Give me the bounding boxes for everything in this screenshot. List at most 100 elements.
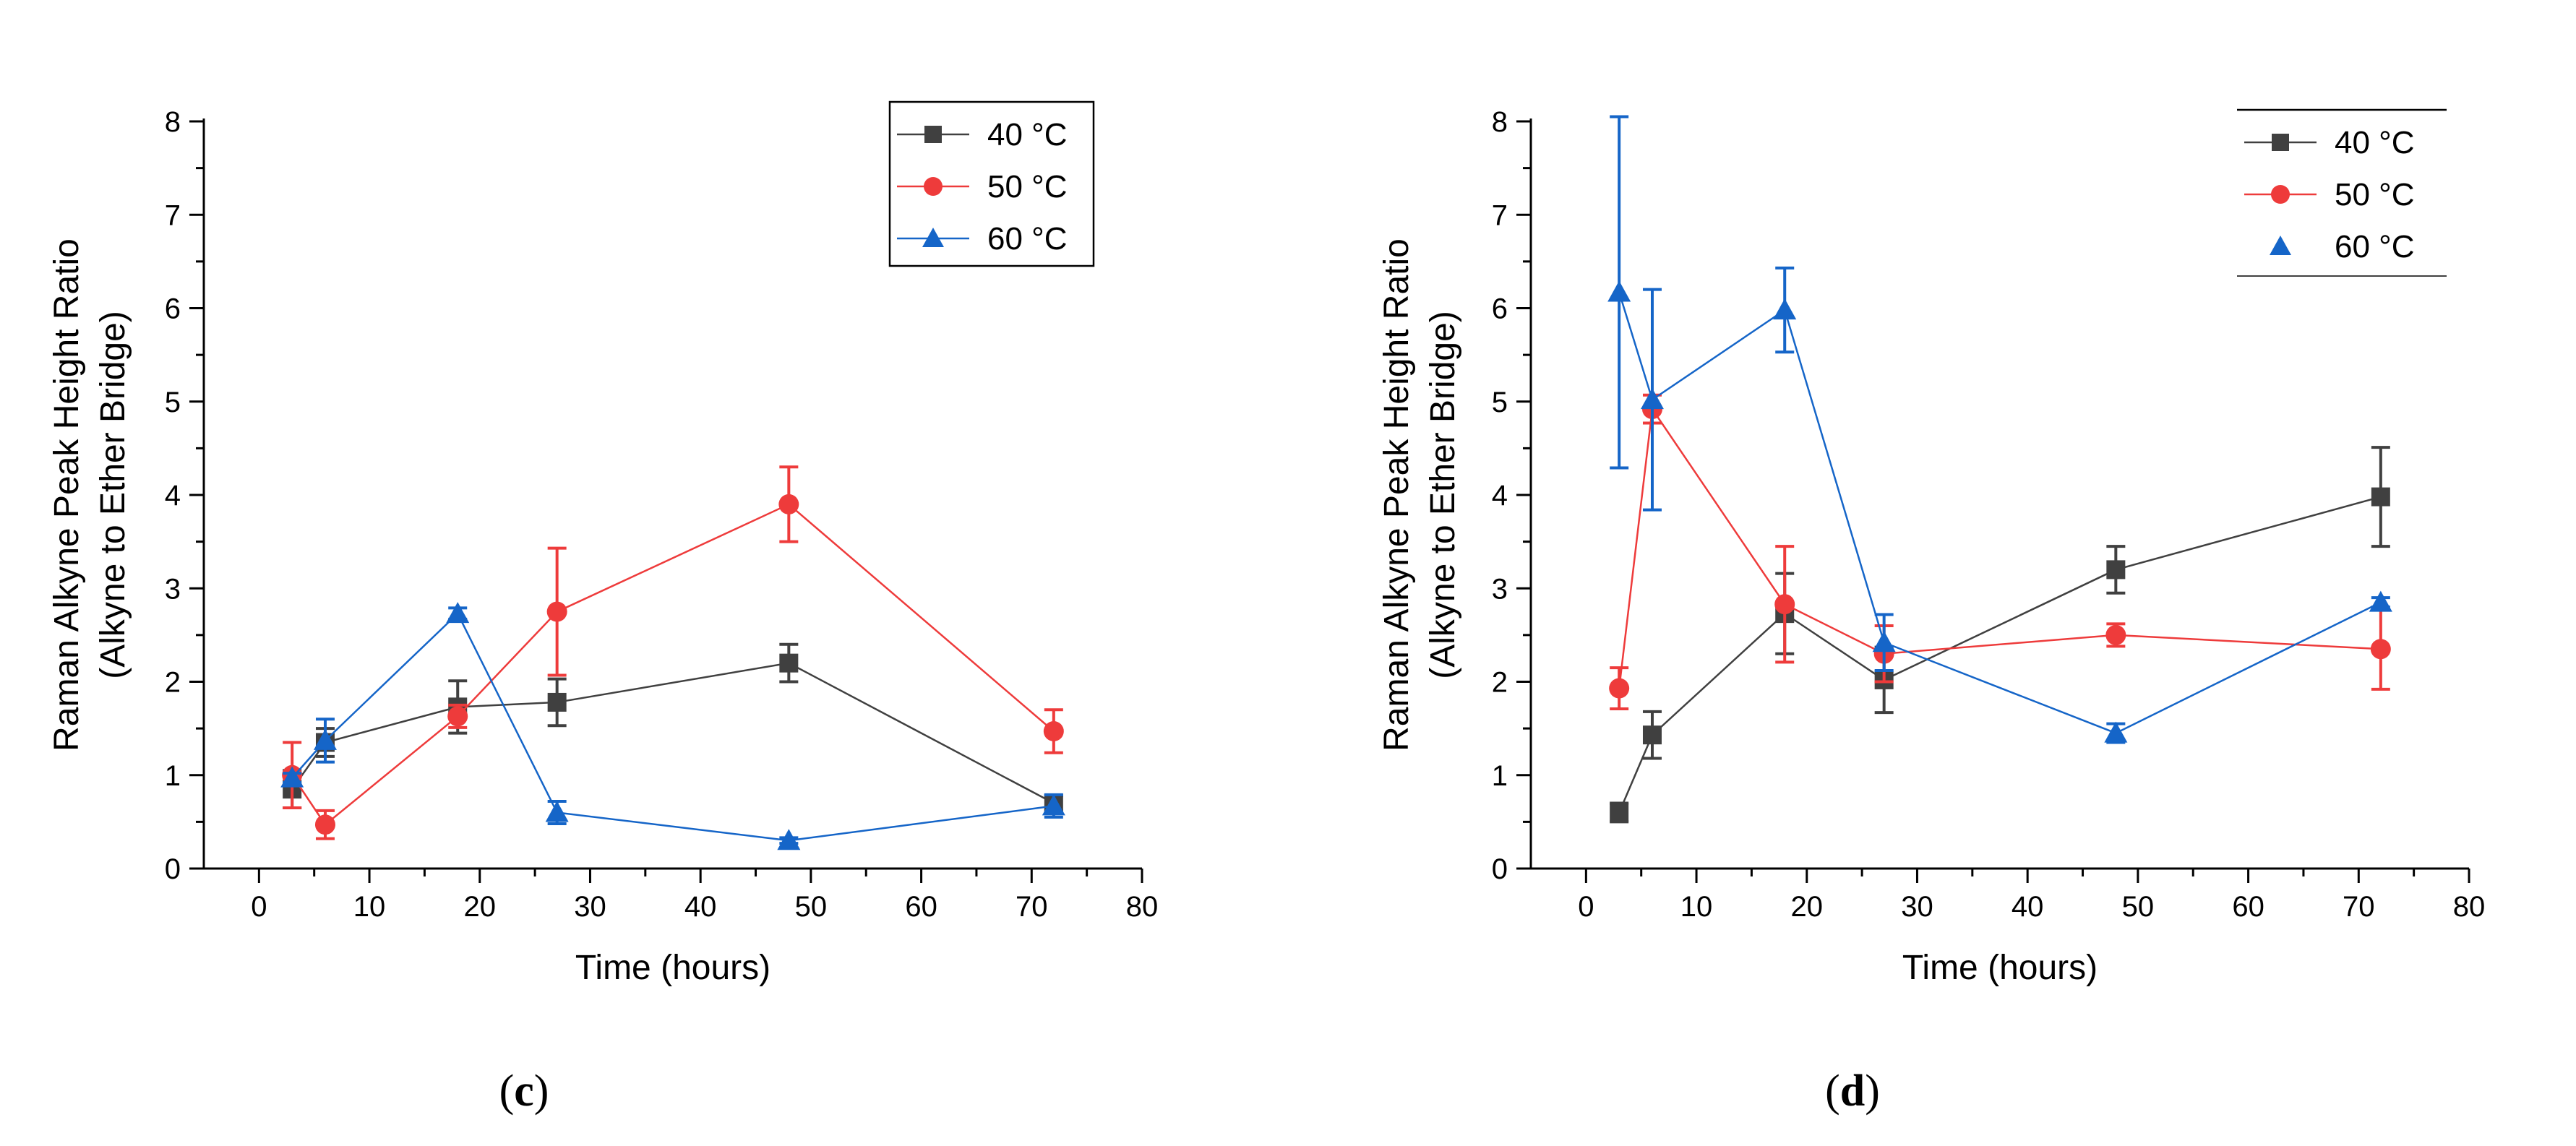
data-point (2369, 590, 2392, 612)
legend-label: 40 °C (2335, 125, 2415, 160)
y-axis-title-line1: Raman Alkyne Peak Height Ratio (1378, 238, 1416, 751)
legend-label: 40 °C (987, 117, 1068, 152)
data-point (777, 829, 801, 850)
y-tick-label: 5 (1492, 387, 1508, 418)
data-point (2105, 624, 2126, 645)
legend-item: 60 °C (2270, 229, 2415, 264)
series-line (291, 662, 1055, 804)
x-tick-label: 20 (464, 891, 497, 923)
panel-label: (d) (1825, 1067, 1880, 1116)
data-point (2370, 639, 2391, 660)
data-point (2106, 560, 2126, 580)
x-tick-label: 40 (684, 891, 717, 923)
x-tick-label: 70 (1016, 891, 1048, 923)
legend-label: 60 °C (987, 221, 1068, 257)
legend-swatch-marker (2272, 134, 2289, 151)
legend-swatch-marker (2271, 185, 2290, 204)
y-tick-label: 0 (165, 853, 181, 885)
data-point (1774, 594, 1795, 615)
data-point (2371, 487, 2390, 507)
series-line (1618, 406, 2381, 689)
data-point (779, 653, 799, 673)
x-tick-label: 0 (1578, 891, 1594, 923)
y-tick-label: 0 (1492, 853, 1508, 885)
y-tick-label: 4 (165, 480, 181, 512)
legend-swatch-marker (922, 228, 944, 247)
data-point (1640, 388, 1664, 410)
legend-swatch-marker (924, 126, 942, 143)
y-tick-label: 6 (165, 293, 181, 325)
data-point (1042, 794, 1065, 816)
data-point (313, 728, 337, 750)
series-line (291, 503, 1055, 827)
series-line (1618, 496, 2382, 813)
y-axis-title-line2: (Alkyne to Ether Bridge) (94, 311, 132, 679)
data-point (1609, 678, 1630, 699)
x-axis-title: Time (hours) (575, 949, 770, 987)
x-tick-label: 10 (1680, 891, 1713, 923)
x-tick-label: 50 (795, 891, 828, 923)
legend-label: 60 °C (2335, 229, 2415, 264)
panel-label: (c) (499, 1067, 549, 1116)
y-axis-title-line2: (Alkyne to Ether Bridge) (1424, 311, 1462, 679)
legend-swatch-marker (924, 177, 943, 196)
legend-item: 50 °C (897, 169, 1068, 204)
x-tick-label: 60 (905, 891, 937, 923)
legend-item: 40 °C (2244, 125, 2415, 160)
y-tick-label: 1 (165, 760, 181, 792)
x-tick-label: 0 (251, 891, 267, 923)
series-1 (282, 465, 1064, 840)
data-point (2104, 721, 2128, 743)
y-tick-label: 3 (165, 573, 181, 605)
x-tick-label: 30 (574, 891, 606, 923)
y-tick-label: 7 (1492, 199, 1508, 231)
chart-panel-c: 0 10 20 30 40 50 60 70 80 0 1 2 3 4 5 6 7 8 Time (hours) Ra… (48, 100, 1159, 1116)
data-point (545, 801, 569, 822)
legend-label: 50 °C (987, 169, 1068, 204)
y-tick-label: 2 (165, 667, 181, 699)
y-tick-label: 7 (165, 199, 181, 231)
data-point (447, 706, 468, 727)
series-0 (1610, 446, 2390, 824)
legend-item: 40 °C (897, 117, 1068, 152)
y-tick-label: 3 (1492, 573, 1508, 605)
data-point (546, 601, 567, 622)
legend: 40 °C 50 °C 60 °C (2237, 108, 2447, 277)
data-point (1043, 721, 1064, 742)
y-tick-label: 5 (165, 387, 181, 418)
x-tick-label: 40 (2012, 891, 2044, 923)
legend-item: 60 °C (897, 221, 1068, 257)
x-tick-label: 80 (2453, 891, 2486, 923)
data-point (1872, 631, 1896, 652)
data-point (1773, 298, 1797, 320)
data-point (1607, 280, 1631, 302)
legend: 40 °C 50 °C 60 °C (888, 100, 1095, 267)
y-axis-title-line1: Raman Alkyne Peak Height Ratio (48, 238, 86, 751)
legend-item: 50 °C (2244, 177, 2415, 212)
series-1 (1609, 393, 2391, 710)
series-line (1618, 292, 2382, 734)
data-point (1610, 803, 1629, 822)
y-tick-label: 8 (165, 106, 181, 138)
data-point (778, 494, 799, 514)
x-tick-label: 30 (1901, 891, 1933, 923)
chart-panel-d: 0 10 20 30 40 50 60 70 80 0 1 2 3 4 5 6 7 8 Time (hours) Ra… (1378, 106, 2485, 1116)
x-tick-label: 50 (2122, 891, 2155, 923)
data-point (314, 814, 335, 835)
y-tick-label: 6 (1492, 293, 1508, 325)
series-2 (280, 602, 1065, 850)
legend-swatch-marker (2270, 236, 2291, 255)
x-axis-title: Time (hours) (1902, 949, 2098, 987)
data-point (547, 692, 567, 712)
x-tick-label: 80 (1126, 891, 1159, 923)
data-point (280, 766, 304, 788)
data-point (446, 602, 470, 624)
y-tick-label: 4 (1492, 480, 1508, 512)
y-tick-label: 8 (1492, 106, 1508, 138)
x-tick-label: 70 (2343, 891, 2375, 923)
y-tick-label: 2 (1492, 667, 1508, 699)
series-2 (1607, 115, 2392, 744)
x-tick-label: 10 (353, 891, 386, 923)
data-point (1642, 725, 1662, 745)
